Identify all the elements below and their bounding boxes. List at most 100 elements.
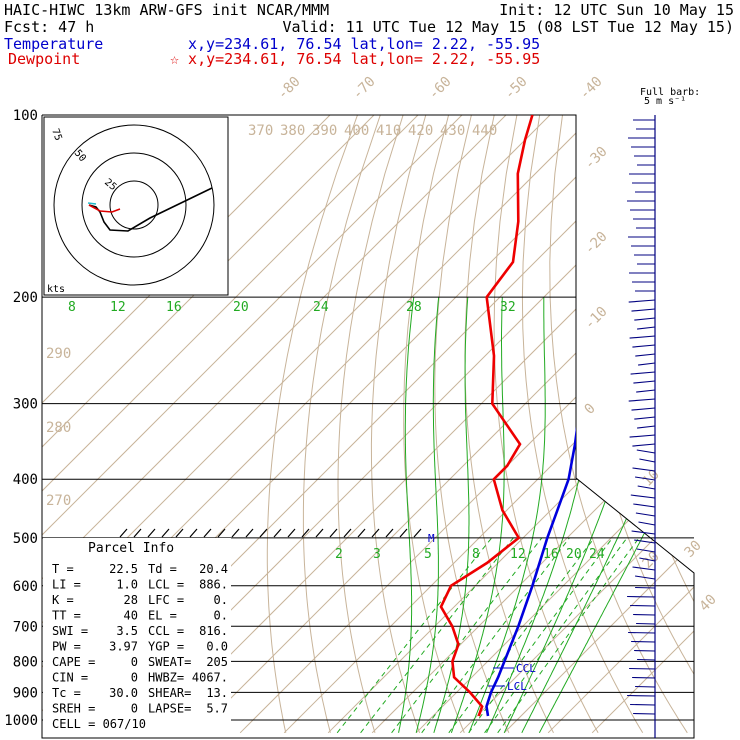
wind-barb [635, 353, 656, 357]
hodograph-box [43, 116, 229, 296]
theta-label: 270 [46, 493, 71, 509]
parcel-param-value: 0 [131, 655, 138, 669]
parcel-param-label: T = [52, 562, 74, 576]
parcel-info-panel: Parcel Info T = 22.5 Td = 20.4 LI = 1.0 LCL = 8… [43, 538, 231, 737]
isotherm-label: -40 [577, 74, 606, 103]
wind-barb [637, 658, 656, 661]
parcel-param-value: 28 [124, 593, 138, 607]
level-hatch [133, 528, 142, 538]
parcel-param-label: SHEAR= [148, 686, 191, 700]
parcel-param-value: 5.7 [206, 702, 228, 716]
level-hatch [357, 528, 366, 538]
temperature-location: x,y=234.61, 76.54 lat,lon= 2.22, -55.95 [188, 35, 540, 53]
m-marker: M [428, 532, 435, 545]
level-hatch [287, 528, 296, 538]
parcel-param-value: 886. [199, 578, 228, 592]
level-hatch [161, 528, 170, 538]
valid-time: Valid: 11 UTC Tue 12 May 15 (08 LST Tue … [282, 18, 734, 36]
dry-adiabat-line [627, 115, 694, 734]
isotherm-line [42, 115, 375, 734]
wind-barb [635, 685, 656, 688]
isotherm-label: -30 [582, 144, 611, 173]
mixing-ratio-label: 8 [472, 547, 480, 562]
dry-adiabat-line [302, 115, 381, 733]
frame-outline [41, 114, 695, 739]
wind-barb [638, 362, 656, 366]
parcel-param-value: 30.0 [109, 686, 138, 700]
cell-motion: CELL = 067/10 [52, 717, 146, 731]
moist-adiabat-line [450, 297, 505, 733]
parcel-param-label: PW = [52, 640, 81, 654]
moist-adiabat-label: 32 [500, 300, 516, 315]
moist-adiabat-label: 16 [166, 300, 182, 315]
theta-labels: 370 380 390 400 410 420 430 440 290 280 270 [46, 123, 497, 509]
mixing-ratio-label: 5 [424, 547, 432, 562]
mixing-ratio-line [484, 537, 628, 734]
wind-barb [634, 317, 656, 321]
lcl-marker: LCL [507, 680, 527, 693]
level-hatch [259, 528, 268, 538]
level-hatch [329, 528, 338, 538]
parcel-param-label: SWI = [52, 624, 88, 638]
parcel-param-value: 22.5 [109, 562, 138, 576]
wind-barb [636, 449, 656, 454]
hodograph-ring-label-75: 75 [49, 127, 63, 142]
mixing-ratio-label: 2 [335, 547, 343, 562]
wind-barb [632, 443, 656, 447]
isotherm-line [503, 115, 694, 734]
isotherm-label: 40 [697, 592, 720, 615]
hodograph-ring-25 [109, 180, 159, 230]
mixing-ratio-line [448, 537, 595, 734]
parcel-param-label: TT = [52, 609, 81, 623]
parcel-param-value: 40 [124, 609, 138, 623]
parcel-param-value: 3.5 [116, 624, 138, 638]
mixing-ratio-line [391, 537, 543, 734]
level-hatch [175, 528, 184, 538]
dry-adiabat-line [521, 115, 644, 734]
wind-barbs: Full barb: 5 m s⁻¹ [627, 87, 700, 738]
mixing-ratio-label: 16 [543, 547, 559, 562]
wind-barb [633, 503, 656, 508]
parcel-param-label: LI = [52, 578, 81, 592]
parcel-param-label: SREH = [52, 702, 95, 716]
parcel-param-value: 0. [214, 609, 228, 623]
isotherm-label: 30 [682, 538, 705, 561]
dewpoint-curve [439, 115, 534, 717]
dry-adiabat-line [266, 115, 358, 733]
parcel-param-label: EL = [148, 609, 177, 623]
level-hatch [273, 528, 282, 538]
parcel-info-box [43, 538, 231, 737]
mixing-ratio-label: 24 [589, 547, 605, 562]
isotherm-line [42, 115, 419, 734]
wind-barb [631, 407, 656, 411]
wind-barb [631, 640, 656, 643]
wind-barb [639, 458, 656, 463]
level-hatch [245, 528, 254, 538]
parcel-param-label: LAPSE= [148, 702, 191, 716]
wind-barb [636, 389, 656, 393]
wind-barb [632, 676, 656, 679]
dry-adiabat-line [601, 115, 694, 734]
parcel-param-value: 20.4 [199, 562, 228, 576]
level-hatch [217, 528, 226, 538]
theta-label: 380 [280, 123, 305, 139]
level-hatch [315, 528, 324, 538]
dry-adiabat-line [699, 115, 740, 733]
green-labels: 8 12 16 20 24 28 32 2 3 5 8 12 16 20 24 [68, 300, 605, 562]
ccl-marker: CCL [516, 662, 536, 675]
dry-adiabat-line [434, 115, 510, 734]
theta-label: 290 [46, 346, 71, 362]
parcel-param-label: CAPE = [52, 655, 95, 669]
isotherm-line [42, 115, 463, 734]
parcel-param-value: 0. [214, 593, 228, 607]
pressure-tick-label: 800 [13, 654, 38, 670]
mixing-ratio-label: 12 [510, 547, 526, 562]
theta-label: 400 [344, 123, 369, 139]
dewpoint-legend: Dewpoint [8, 50, 80, 68]
wind-barb [627, 694, 656, 697]
isotherm-label: -20 [582, 229, 611, 258]
pressure-tick-label: 200 [13, 290, 38, 306]
isotherm-line [151, 115, 694, 734]
parcel-param-label: HWBZ= [148, 671, 184, 685]
pressure-tick-label: 600 [13, 579, 38, 595]
